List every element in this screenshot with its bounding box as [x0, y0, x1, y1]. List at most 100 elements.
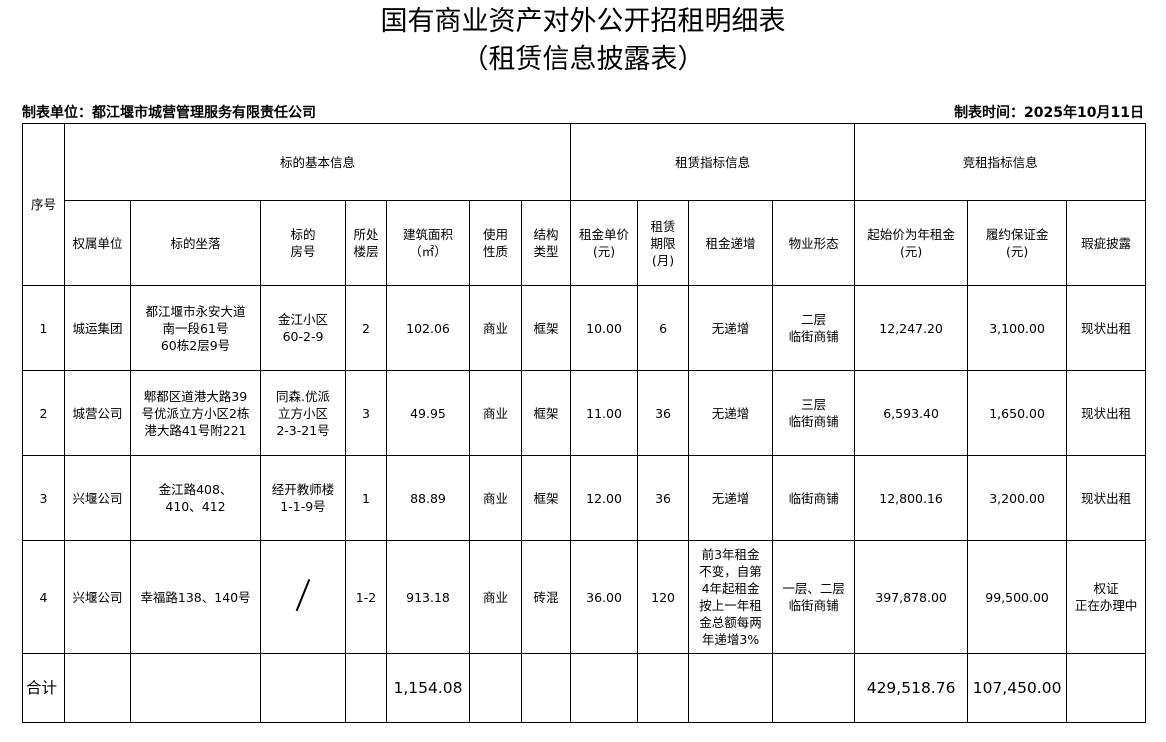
table-cell: 都江堰市永安大道 南一段61号 60栋2层9号 — [130, 285, 261, 371]
table-cell: 现状出租 — [1066, 455, 1147, 541]
table-cell: 36 — [637, 370, 690, 456]
table-cell: 397,878.00 — [854, 540, 969, 654]
table-cell: 同森.优派 立方小区 2-3-21号 — [260, 370, 346, 456]
table-cell: 6 — [637, 285, 690, 371]
totals-cell — [64, 653, 131, 723]
table-cell: 经开教师楼 1-1-9号 — [260, 455, 346, 541]
totals-cell — [688, 653, 774, 723]
totals-cell — [772, 653, 856, 723]
table-cell: 49.95 — [386, 370, 470, 456]
table-cell: 1-2 — [345, 540, 387, 654]
rental-table: 序号 标的基本信息 租赁指标信息 竞租指标信息 权属单位 标的坐落 标的 房号 所处 … — [22, 123, 1147, 723]
table-cell: 兴堰公司 — [64, 540, 131, 654]
table-cell: 无递增 — [688, 370, 774, 456]
table-cell: 88.89 — [386, 455, 470, 541]
table-cell: 现状出租 — [1066, 285, 1147, 371]
column-header: 使用 性质 — [469, 200, 522, 286]
table-cell: 无递增 — [688, 285, 774, 371]
totals-cell — [260, 653, 346, 723]
header-seq: 序号 — [22, 123, 65, 286]
column-header: 履约保证金 (元) — [967, 200, 1068, 286]
table-cell: 12.00 — [570, 455, 639, 541]
table-cell: 郫都区道港大路39 号优派立方小区2栋 港大路41号附221 — [130, 370, 261, 456]
table-row: 1 城运集团 都江堰市永安大道 南一段61号 60栋2层9号 金江小区 60-2-9 2… — [22, 285, 1147, 371]
header-basic-info: 标的基本信息 — [63, 123, 572, 201]
totals-cell — [130, 653, 261, 723]
table-cell: 11.00 — [570, 370, 639, 456]
table-cell: 金江小区 60-2-9 — [260, 285, 346, 371]
table-cell: 1 — [345, 455, 387, 541]
table-cell: 3 — [22, 455, 65, 541]
table-cell: 二层 临街商铺 — [772, 285, 856, 371]
totals-cell — [345, 653, 387, 723]
group-header-row: 序号 标的基本信息 租赁指标信息 竞租指标信息 — [22, 123, 1147, 286]
table-cell: 三层 临街商铺 — [772, 370, 856, 456]
column-header: 所处 楼层 — [345, 200, 387, 286]
table-cell — [260, 540, 346, 654]
table-cell: 现状出租 — [1066, 370, 1147, 456]
totals-cell — [469, 653, 522, 723]
header-lease-info: 租赁指标信息 — [570, 123, 856, 201]
table-cell: 商业 — [469, 540, 522, 654]
column-header: 标的坐落 — [130, 200, 261, 286]
table-cell: 913.18 — [386, 540, 470, 654]
table-cell: 商业 — [469, 455, 522, 541]
table-cell: 兴堰公司 — [64, 455, 131, 541]
totals-cell: 1,154.08 — [386, 653, 470, 723]
table-cell: 36 — [637, 455, 690, 541]
table-cell: 商业 — [469, 285, 522, 371]
totals-cell — [520, 653, 572, 723]
table-cell: 临街商铺 — [772, 455, 856, 541]
column-header: 标的 房号 — [260, 200, 346, 286]
table-cell: 2 — [22, 370, 65, 456]
column-header: 租金递增 — [688, 200, 774, 286]
column-header: 结构 类型 — [520, 200, 572, 286]
table-cell: 2 — [345, 285, 387, 371]
table-cell: 12,247.20 — [854, 285, 969, 371]
table-cell: 102.06 — [386, 285, 470, 371]
table-cell: 36.00 — [570, 540, 639, 654]
table-cell: 城运集团 — [64, 285, 131, 371]
table-cell: 6,593.40 — [854, 370, 969, 456]
table-cell: 金江路408、 410、412 — [130, 455, 261, 541]
table-cell: 框架 — [520, 455, 572, 541]
table-cell: 无递增 — [688, 455, 774, 541]
table-cell: 砖混 — [520, 540, 572, 654]
column-header: 权属单位 — [64, 200, 131, 286]
column-header: 租金单价 (元) — [570, 200, 639, 286]
table-cell: 3,200.00 — [967, 455, 1068, 541]
page-subtitle: （租赁信息披露表） — [461, 44, 705, 75]
totals-cell — [637, 653, 690, 723]
table-cell: 商业 — [469, 370, 522, 456]
table-cell: 幸福路138、140号 — [130, 540, 261, 654]
totals-cell — [1066, 653, 1147, 723]
table-cell: 120 — [637, 540, 690, 654]
table-cell: 3 — [345, 370, 387, 456]
table-row: 2 城营公司 郫都区道港大路39 号优派立方小区2栋 港大路41号附221 同森.优派… — [22, 370, 1147, 456]
totals-row: 合计 1,154.08 429,518.76 107,450.00 — [22, 653, 1147, 723]
totals-cell: 107,450.00 — [967, 653, 1068, 723]
table-cell: 4 — [22, 540, 65, 654]
table-row: 3 兴堰公司 金江路408、 410、412 经开教师楼 1-1-9号 1 88.89 商业… — [22, 455, 1147, 541]
table-cell: 10.00 — [570, 285, 639, 371]
table-cell: 99,500.00 — [967, 540, 1068, 654]
table-row: 4 兴堰公司 幸福路138、140号 1-2 913.18 商业 砖混 36.00 120 前3年… — [22, 540, 1147, 654]
issuing-unit: 制表单位：都江堰市城营管理服务有限责任公司 — [22, 105, 316, 121]
totals-cell — [570, 653, 639, 723]
table-cell: 城营公司 — [64, 370, 131, 456]
column-header-row: 权属单位 标的坐落 标的 房号 所处 楼层 建筑面积 （㎡） 使用 性质 结构 类型 租金单价… — [23, 200, 1147, 286]
slash-mark — [295, 578, 311, 612]
table-cell: 前3年租金 不变，自第 4年起租金 按上一年租 金总额每两 年递增3% — [688, 540, 774, 654]
table-cell: 1 — [22, 285, 65, 371]
totals-label: 合计 — [22, 653, 65, 723]
column-header: 租赁 期限 (月) — [637, 200, 690, 286]
table-cell: 框架 — [520, 285, 572, 371]
page-title: 国有商业资产对外公开招租明细表 — [380, 6, 786, 37]
table-cell: 一层、二层 临街商铺 — [772, 540, 856, 654]
totals-cell: 429,518.76 — [854, 653, 969, 723]
table-cell: 12,800.16 — [854, 455, 969, 541]
column-header: 物业形态 — [772, 200, 856, 286]
issue-date: 制表时间：2025年10月11日 — [954, 105, 1144, 121]
column-header: 瑕疵披露 — [1066, 200, 1147, 286]
table-cell: 权证 正在办理中 — [1066, 540, 1147, 654]
